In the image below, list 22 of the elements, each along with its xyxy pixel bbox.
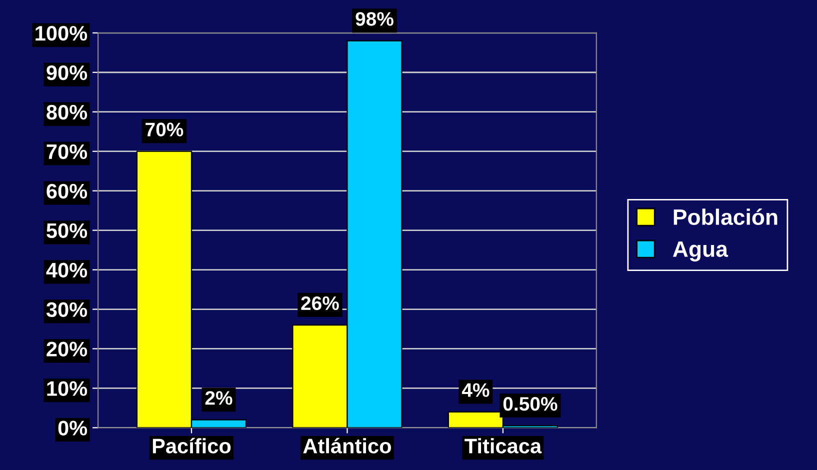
data-label: 2% <box>205 391 232 405</box>
y-tick-label: 70% <box>46 144 88 160</box>
data-label: 0.50% <box>503 397 558 411</box>
x-tick-label: Atlántico <box>303 438 391 454</box>
data-label: 26% <box>301 296 339 310</box>
legend-label: Población <box>674 208 778 226</box>
y-tick-label: 100% <box>36 26 88 41</box>
y-tick-label: 10% <box>47 381 88 396</box>
y-tick-label: 0% <box>58 420 88 436</box>
legend-label: Agua <box>672 241 728 262</box>
data-label: 4% <box>462 383 490 397</box>
y-tick-label: 30% <box>46 302 88 318</box>
y-tick-label: 40% <box>46 262 88 278</box>
y-tick-label: 80% <box>46 104 88 120</box>
y-tick-label: 90% <box>46 65 88 80</box>
data-label: 70% <box>146 122 184 136</box>
x-tick-label: Pacífico <box>152 438 231 454</box>
data-label: 98% <box>356 12 394 26</box>
y-tick-label: 60% <box>46 184 88 199</box>
y-tick-label: 20% <box>46 342 88 356</box>
x-tick-label: Titicaca <box>464 438 542 454</box>
y-tick-label: 50% <box>46 223 88 238</box>
